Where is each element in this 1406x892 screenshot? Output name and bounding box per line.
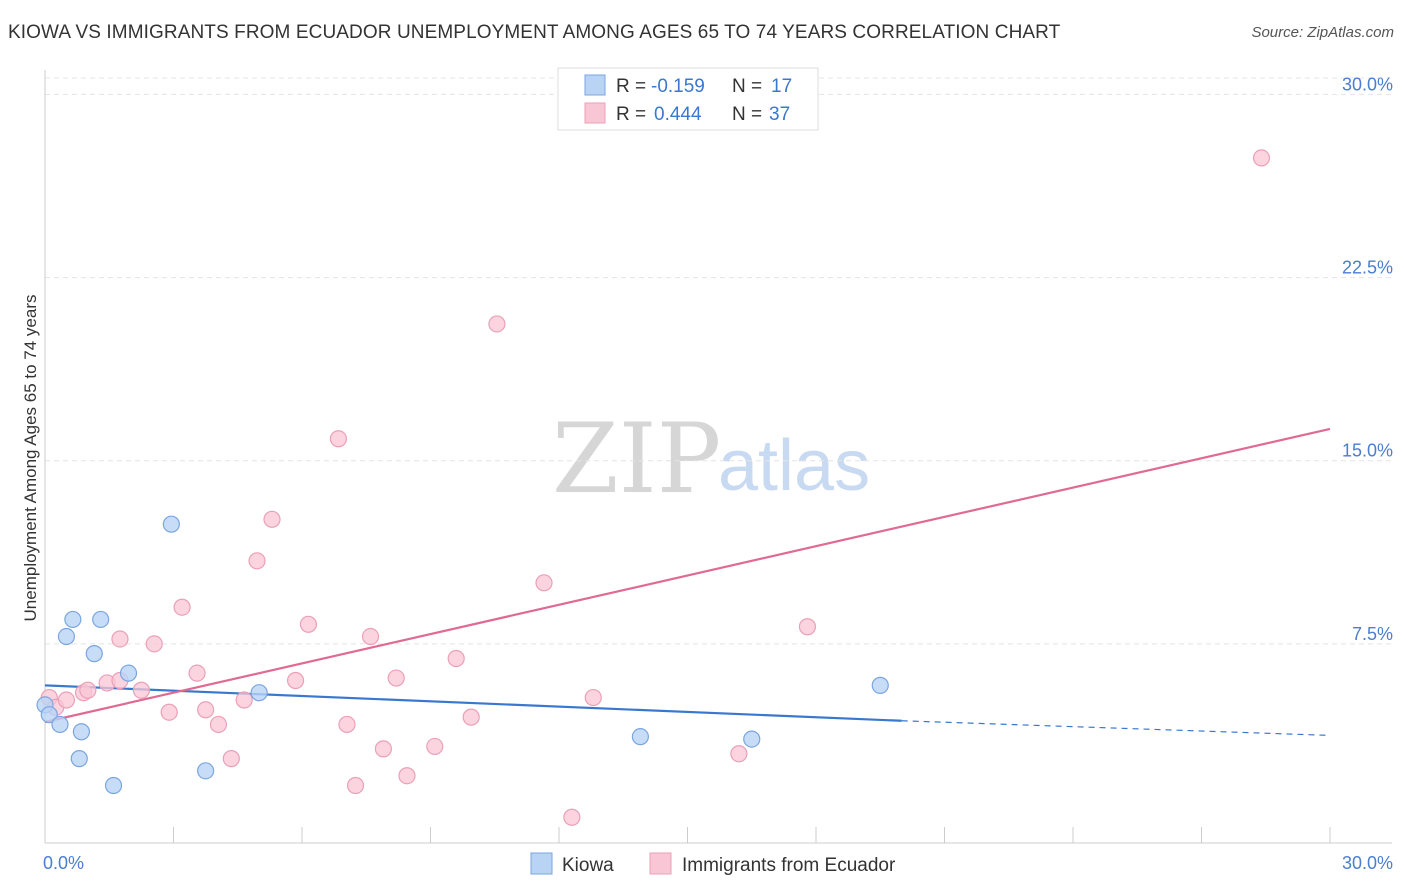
- point-ecuador: [299, 615, 318, 633]
- point-ecuador: [535, 574, 553, 592]
- point-ecuador: [584, 688, 602, 707]
- point-ecuador: [374, 740, 392, 758]
- x-tick-label-start: 0.0%: [43, 853, 84, 873]
- legend-n-label-kiowa: N =: [732, 76, 762, 97]
- point-kiowa: [51, 715, 69, 734]
- point-ecuador: [361, 627, 380, 646]
- legend-r-label-ecuador: R =: [616, 104, 646, 125]
- bottom-legend-label-ecuador: Immigrants from Ecuador: [682, 855, 896, 876]
- watermark-zip: ZIP: [552, 403, 721, 515]
- point-ecuador: [1252, 149, 1271, 167]
- y-axis-title: Unemployment Among Ages 65 to 74 years: [21, 295, 40, 622]
- point-ecuador: [329, 430, 348, 448]
- point-kiowa: [743, 730, 761, 748]
- point-kiowa: [197, 762, 215, 780]
- correlation-legend: R = -0.159 N = 17 R = 0.444 N = 37: [557, 67, 819, 131]
- point-kiowa: [64, 610, 82, 629]
- point-ecuador: [197, 701, 215, 719]
- point-ecuador: [111, 630, 129, 648]
- data-points: [36, 149, 1271, 826]
- legend-n-label-ecuador: N =: [732, 104, 762, 125]
- point-ecuador: [798, 618, 817, 636]
- trend-line-kiowa: [44, 684, 902, 722]
- point-ecuador: [426, 737, 444, 756]
- watermark-atlas: atlas: [718, 426, 870, 506]
- legend-r-value-kiowa: -0.159: [651, 76, 705, 97]
- chart-title: KIOWA VS IMMIGRANTS FROM ECUADOR UNEMPLO…: [8, 22, 1061, 43]
- point-ecuador: [338, 715, 356, 734]
- tick-labels: 7.5% 15.0% 22.5% 30.0% 0.0% 30.0%: [43, 74, 1393, 873]
- point-ecuador: [346, 776, 365, 795]
- point-kiowa: [871, 676, 889, 694]
- point-kiowa: [57, 627, 76, 646]
- legend-swatch-kiowa: [584, 74, 606, 96]
- y-tick-label: 30.0%: [1342, 74, 1393, 94]
- point-ecuador: [462, 708, 480, 726]
- point-ecuador: [79, 681, 97, 699]
- point-ecuador: [248, 552, 266, 570]
- point-ecuador: [209, 715, 228, 734]
- point-ecuador: [563, 808, 581, 826]
- point-kiowa: [250, 684, 268, 702]
- point-kiowa: [119, 664, 138, 682]
- point-ecuador: [173, 598, 191, 616]
- legend-r-label-kiowa: R =: [616, 76, 646, 97]
- point-ecuador: [57, 691, 76, 709]
- legend-n-value-ecuador: 37: [769, 104, 790, 125]
- legend-r-value-ecuador: 0.444: [654, 104, 702, 125]
- point-kiowa: [70, 750, 88, 768]
- bottom-legend-label-kiowa: Kiowa: [562, 855, 614, 876]
- source-label: Source: ZipAtlas.com: [1251, 24, 1394, 41]
- point-kiowa: [85, 645, 103, 663]
- point-kiowa: [631, 728, 649, 746]
- series-legend: Kiowa Immigrants from Ecuador: [530, 852, 896, 876]
- trend-line-ecuador: [44, 427, 1331, 724]
- point-ecuador: [145, 635, 163, 653]
- gridlines: [45, 77, 1392, 645]
- point-ecuador: [398, 767, 416, 785]
- point-kiowa: [162, 515, 180, 533]
- point-ecuador: [730, 745, 748, 763]
- point-ecuador: [222, 750, 240, 768]
- point-ecuador: [160, 703, 178, 721]
- point-ecuador: [263, 510, 281, 528]
- y-tick-label: 15.0%: [1342, 441, 1393, 461]
- point-kiowa: [104, 776, 123, 795]
- point-ecuador: [447, 649, 465, 668]
- point-kiowa: [92, 610, 110, 629]
- point-ecuador: [188, 664, 206, 682]
- y-tick-label: 22.5%: [1342, 258, 1393, 278]
- point-ecuador: [286, 671, 305, 690]
- trend-lines: [44, 427, 1331, 737]
- legend-n-value-kiowa: 17: [771, 76, 792, 97]
- bottom-legend-swatch-ecuador: [649, 852, 672, 875]
- trend-line-kiowa-extension: [901, 720, 1331, 737]
- point-ecuador: [387, 669, 405, 687]
- point-kiowa: [72, 723, 91, 741]
- legend-swatch-ecuador: [584, 102, 606, 124]
- x-tick-label-end: 30.0%: [1342, 853, 1393, 873]
- point-ecuador: [488, 315, 506, 333]
- point-ecuador: [132, 681, 150, 699]
- point-kiowa: [40, 706, 58, 724]
- bottom-legend-swatch-kiowa: [530, 852, 553, 875]
- y-tick-label: 7.5%: [1352, 624, 1393, 644]
- point-ecuador: [235, 691, 253, 709]
